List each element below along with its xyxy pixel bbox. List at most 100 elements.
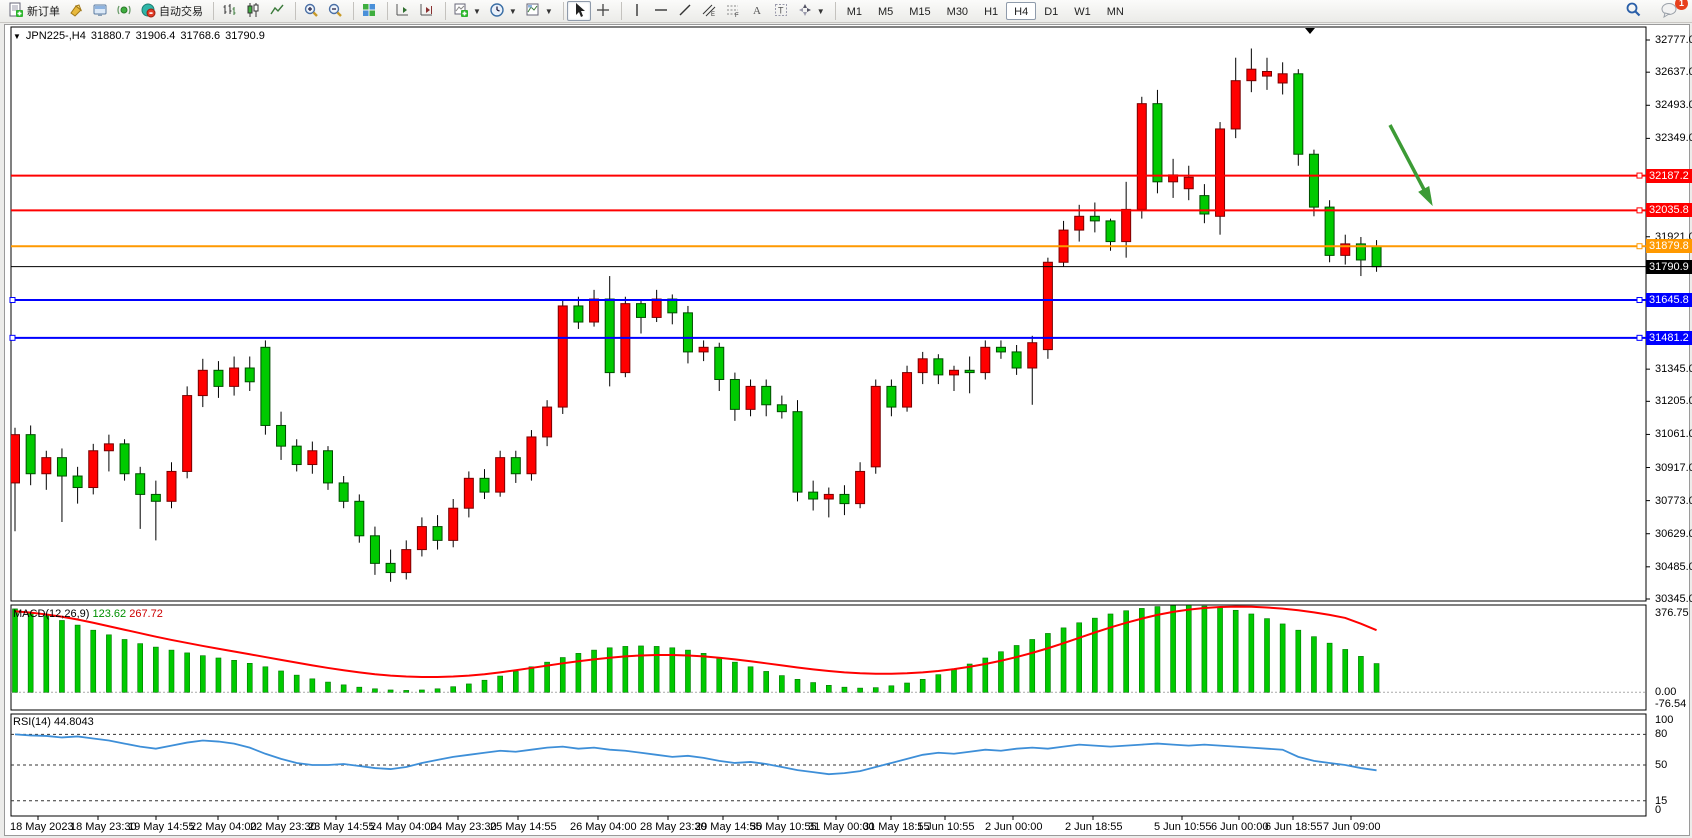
candle-body xyxy=(276,424,287,447)
chart-dropdown-icon[interactable]: ▼ xyxy=(13,31,21,41)
candle-body xyxy=(855,470,866,505)
macd-bar xyxy=(794,678,801,693)
periods-button[interactable]: ▼ xyxy=(485,1,521,21)
line-handle[interactable] xyxy=(1636,334,1643,341)
macd-bar xyxy=(137,643,143,693)
toolbar-separator xyxy=(289,2,296,20)
candle-body xyxy=(25,434,36,475)
line-handle[interactable] xyxy=(1636,207,1643,214)
macd-axis-label: -76.54 xyxy=(1655,698,1687,710)
macd-bar xyxy=(685,649,691,693)
macd-bar xyxy=(872,687,879,693)
macd-bar xyxy=(966,663,973,693)
pane-frame xyxy=(10,604,1647,711)
bar-chart-button[interactable] xyxy=(217,1,241,21)
fibonacci-tool[interactable]: F xyxy=(721,1,745,21)
time-tick-label: 24 May 04:00 xyxy=(370,821,437,833)
candle-body xyxy=(589,298,600,323)
macd-signal-value: 267.72 xyxy=(129,608,163,620)
auto-scroll-button[interactable] xyxy=(391,1,415,21)
zoom-in-button[interactable] xyxy=(299,1,323,21)
macd-bar xyxy=(1295,629,1302,693)
candle-body xyxy=(1293,73,1304,155)
scroll-to-end-marker[interactable] xyxy=(1305,28,1315,34)
macd-bar xyxy=(1248,613,1255,693)
autotrading-button[interactable]: 自动交易 xyxy=(136,1,207,21)
macd-bar xyxy=(888,685,895,693)
arrows-tool[interactable]: ▼ xyxy=(793,1,829,21)
crosshair-tool-button[interactable] xyxy=(591,1,615,21)
channel-tool[interactable]: E xyxy=(697,1,721,21)
line-handle[interactable] xyxy=(9,297,16,304)
chat-bubble-icon xyxy=(1660,2,1678,21)
trend-arrow[interactable] xyxy=(1388,124,1431,200)
macd-name: MACD(12,26,9) xyxy=(13,608,90,620)
timeframe-m5[interactable]: M5 xyxy=(877,6,894,18)
macd-bar xyxy=(450,686,457,693)
time-tick-label: 18 May 23:30 xyxy=(70,821,137,833)
price-tick-label: 32637.0 xyxy=(1655,66,1692,79)
timeframe-w1[interactable]: W1 xyxy=(1074,6,1091,18)
candle-body xyxy=(135,473,146,495)
text-icon: A xyxy=(749,2,765,21)
timeframe-h1[interactable]: H1 xyxy=(984,6,999,18)
templates-button[interactable]: ▼ xyxy=(521,1,557,21)
chart-shift-button[interactable] xyxy=(415,1,439,21)
trendline-icon xyxy=(677,2,693,21)
autotrading-label: 自动交易 xyxy=(159,6,203,18)
timeframe-d1[interactable]: D1 xyxy=(1044,6,1059,18)
line-handle[interactable] xyxy=(9,334,16,341)
candle-body xyxy=(1199,195,1210,215)
chat-button[interactable]: 1 xyxy=(1656,0,1688,21)
line-chart-button[interactable] xyxy=(265,1,289,21)
tile-windows-button[interactable] xyxy=(357,1,381,21)
zoom-out-button[interactable] xyxy=(323,1,347,21)
horizontal-line-tool[interactable] xyxy=(649,1,673,21)
candle-body xyxy=(197,369,208,397)
candle-body xyxy=(823,493,834,500)
macd-bar xyxy=(246,663,253,693)
timeframe-m30[interactable]: M30 xyxy=(946,6,969,18)
crosshair-icon xyxy=(595,2,611,21)
macd-bar xyxy=(1076,622,1082,693)
new-order-button[interactable]: 新订单 xyxy=(4,1,64,21)
macd-bar xyxy=(59,620,65,693)
candle-body xyxy=(980,346,991,374)
macd-bar xyxy=(262,666,269,693)
trendline-tool[interactable] xyxy=(673,1,697,21)
timeframe-m15[interactable]: M15 xyxy=(909,6,931,18)
timeframe-m1[interactable]: M1 xyxy=(846,6,862,18)
candle-body xyxy=(416,526,427,551)
text-tool[interactable]: A xyxy=(745,1,769,21)
macd-bar xyxy=(1092,617,1098,693)
label-tool[interactable]: T xyxy=(769,1,793,21)
search-button[interactable] xyxy=(1621,1,1646,21)
line-handle[interactable] xyxy=(1636,297,1643,304)
timeframe-mn[interactable]: MN xyxy=(1106,6,1124,18)
candle-body xyxy=(72,475,83,489)
macd-bar xyxy=(904,682,910,693)
signals-button[interactable] xyxy=(112,1,136,21)
line-handle[interactable] xyxy=(1636,172,1643,179)
chart-window[interactable]: ▼ JPN225-,H4 31880.7 31906.4 31768.6 317… xyxy=(4,24,1692,837)
trend-arrow-head[interactable] xyxy=(1418,186,1433,207)
rsi-axis-label: 100 xyxy=(1655,714,1674,726)
time-tick-label: 31 May 00:00 xyxy=(808,821,875,833)
metaeditor-button[interactable] xyxy=(64,1,88,21)
macd-bar xyxy=(716,657,723,693)
candle-chart-button[interactable] xyxy=(241,1,265,21)
chart-canvas[interactable] xyxy=(5,25,1691,837)
timeframe-h4[interactable]: H4 xyxy=(1006,2,1037,20)
time-tick-label: 22 May 23:30 xyxy=(250,821,317,833)
vertical-line-tool[interactable] xyxy=(625,1,649,21)
line-handle[interactable] xyxy=(1636,243,1643,250)
indicators-button[interactable]: ▼ xyxy=(449,1,485,21)
candle-body xyxy=(1027,342,1038,369)
time-tick-label: 18 May 2023 xyxy=(10,821,74,833)
terminal-button[interactable] xyxy=(88,1,112,21)
candle-body xyxy=(260,346,271,426)
price-tick-label: 30917.0 xyxy=(1655,461,1692,474)
time-tick-label: 1 Jun 10:55 xyxy=(917,821,975,833)
cursor-tool-button[interactable] xyxy=(566,1,591,21)
candle-body xyxy=(432,526,443,541)
